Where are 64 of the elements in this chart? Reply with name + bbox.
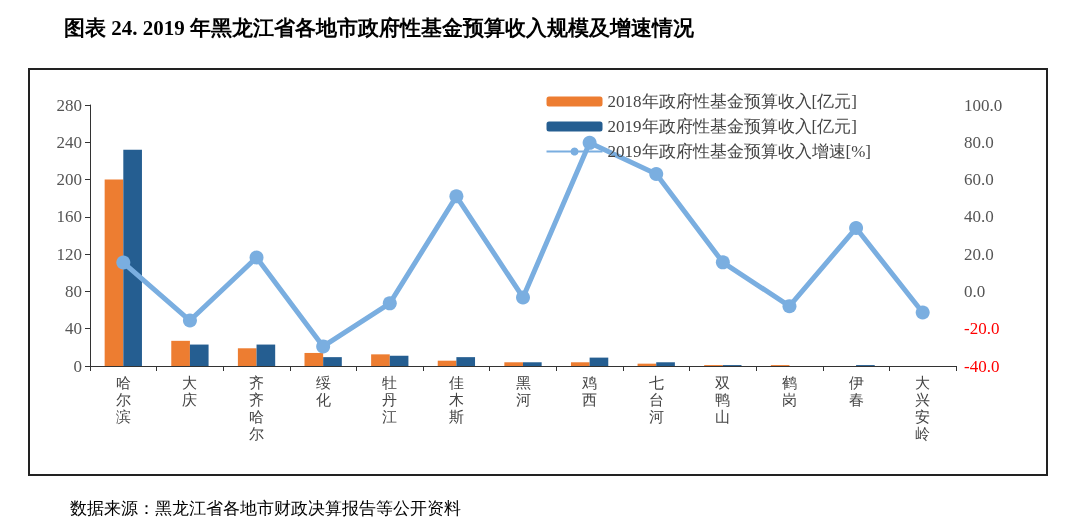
bar	[456, 357, 476, 366]
x-tick-label: 七台河	[648, 374, 664, 425]
y-tick-label: 40	[65, 319, 82, 339]
bar	[237, 348, 257, 366]
point	[849, 221, 864, 236]
bar	[504, 362, 523, 366]
y-tick-label: 80	[65, 281, 82, 301]
bar	[570, 362, 590, 366]
point	[382, 296, 397, 311]
bar	[189, 344, 209, 366]
y-tick-label: 200	[56, 170, 82, 190]
y2-tick-label: 100.0	[964, 95, 1003, 115]
x-tick-label: 牡丹江	[382, 374, 398, 425]
y2-tick-label: 40.0	[964, 207, 994, 227]
source-note: 数据来源：黑龙江省各地市财政决算报告等公开资料	[70, 497, 461, 520]
x-tick-label: 齐齐哈尔	[249, 374, 265, 442]
y2-tick-label: -40.0	[964, 356, 1000, 376]
bar	[589, 357, 609, 366]
point	[182, 313, 197, 328]
bar	[123, 149, 142, 366]
point	[782, 299, 797, 314]
x-tick-label: 大庆	[182, 374, 198, 408]
point	[582, 135, 597, 150]
x-tick-label: 绥化	[315, 374, 331, 408]
bar	[171, 340, 190, 366]
x-tick-label: 大兴安岭	[915, 374, 931, 442]
y2-tick-label: 20.0	[964, 244, 994, 264]
bar	[104, 179, 124, 366]
x-tick-label: 哈尔滨	[115, 374, 131, 425]
legend-label: 2019年政府性基金预算收入[亿元]	[607, 117, 857, 136]
point	[649, 166, 664, 181]
bar	[656, 362, 675, 366]
point	[915, 305, 930, 320]
y-tick-label: 0	[73, 356, 82, 376]
x-tick-label: 黑河	[515, 374, 531, 408]
point	[116, 255, 131, 270]
y-tick-label: 160	[56, 207, 82, 227]
point	[516, 290, 530, 305]
y-tick-label: 120	[56, 244, 82, 264]
point	[249, 250, 264, 265]
x-tick-label: 伊春	[848, 374, 864, 408]
bar	[323, 357, 342, 366]
x-tick-label: 佳木斯	[448, 374, 464, 425]
y-tick-label: 240	[56, 132, 82, 152]
y2-tick-label: 0.0	[964, 281, 986, 301]
point	[449, 189, 464, 204]
x-tick-label: 鸡西	[581, 374, 598, 408]
legend-label: 2019年政府性基金预算收入增速[%]	[607, 142, 871, 161]
point	[715, 255, 730, 270]
bar	[437, 360, 457, 366]
bar	[256, 344, 276, 366]
y2-tick-label: 60.0	[964, 170, 994, 190]
bar	[389, 355, 409, 366]
y2-tick-label: -20.0	[964, 319, 1000, 339]
bar	[523, 362, 542, 366]
x-tick-label: 双鸭山	[715, 374, 731, 425]
y-tick-label: 280	[56, 95, 82, 115]
x-tick-label: 鹤岗	[781, 374, 797, 408]
legend-label: 2018年政府性基金预算收入[亿元]	[607, 92, 857, 111]
bar	[304, 352, 324, 366]
y2-tick-label: 80.0	[964, 132, 994, 152]
chart-title: 图表 24. 2019 年黑龙江省各地市政府性基金预算收入规模及增速情况	[64, 15, 694, 42]
bar	[371, 354, 390, 366]
point	[316, 339, 331, 354]
